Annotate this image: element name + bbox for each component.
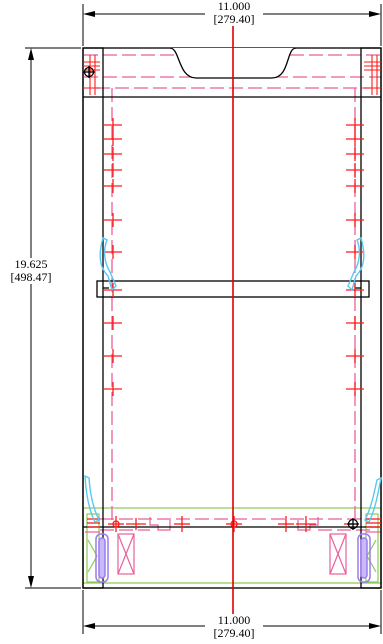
top-width-metric: [279.40] [213,12,255,26]
shelf-pin-marker [104,382,122,396]
shelf-pin-marker [346,213,364,227]
bottom-cam-lock [347,518,359,530]
cabinet-outline [82,47,382,589]
top-width-dimension: 11.000 [279.40] [205,0,263,26]
height-value: 19.625 [14,257,48,271]
shelf-pin-marker [104,245,122,259]
shelf-pin-marker [346,283,364,297]
dimension-lines [25,4,382,634]
top-width-value: 11.000 [217,0,251,13]
levelers [95,533,371,583]
top-hardware [83,55,381,95]
hinges [84,236,382,523]
shelf-pin-marker [104,213,122,227]
top-cam-lock [83,66,95,78]
shelf-pin-marker [346,179,364,193]
toe-kick-base [82,507,382,589]
shelf-pin-marker [346,382,364,396]
shelf-pin-marker [104,179,122,193]
shelf-pin-marker [346,316,364,330]
shelf-pin-marker [104,163,122,177]
shelf-pin-marker [104,132,122,146]
shelf-pin-marker [104,283,122,297]
height-metric: [498.47] [10,270,52,284]
shelf-pin-marker [346,147,364,161]
dimension-arrowheads [28,11,381,629]
shelf-pin-marker [346,132,364,146]
shelf-pin-marker [104,316,122,330]
bottom-panel-hidden [85,517,381,575]
shelf-pin-marker [346,163,364,177]
bottom-width-value: 11.000 [217,613,251,627]
shelf-pin-marker [104,147,122,161]
height-dimension: 19.625 [498.47] [0,258,62,284]
shelf-pin-markers [104,118,364,396]
bottom-hardware [87,516,381,532]
shelf-pin-marker [104,349,122,363]
shelf-pin-marker [104,118,122,132]
shelf-pin-marker [346,349,364,363]
bottom-width-metric: [279.40] [213,626,255,640]
shelf-pin-marker [346,245,364,259]
bottom-width-dimension: 11.000 [279.40] [205,614,263,640]
shelf-pin-marker [346,118,364,132]
